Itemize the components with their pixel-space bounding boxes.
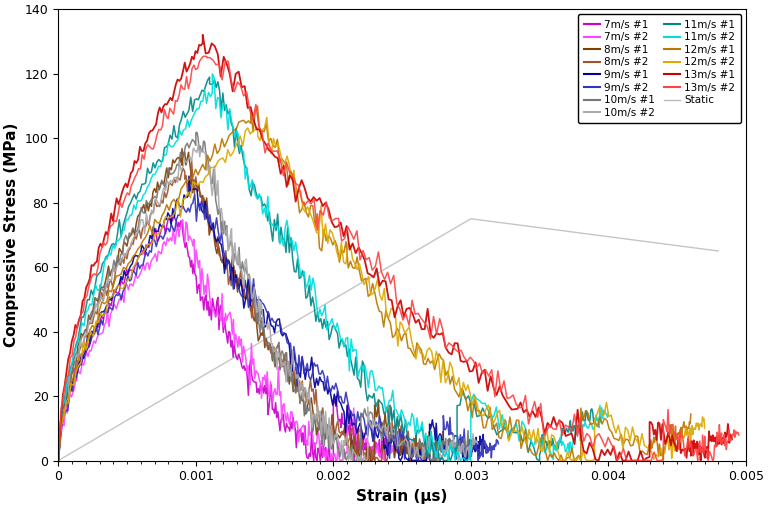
X-axis label: Strain (μs): Strain (μs)	[356, 489, 448, 504]
Y-axis label: Compressive Stress (MPa): Compressive Stress (MPa)	[4, 122, 19, 347]
Legend: 7m/s #1, 7m/s #2, 8m/s #1, 8m/s #2, 9m/s #1, 9m/s #2, 10m/s #1, 10m/s #2, 11m/s : 7m/s #1, 7m/s #2, 8m/s #1, 8m/s #2, 9m/s…	[578, 14, 740, 123]
